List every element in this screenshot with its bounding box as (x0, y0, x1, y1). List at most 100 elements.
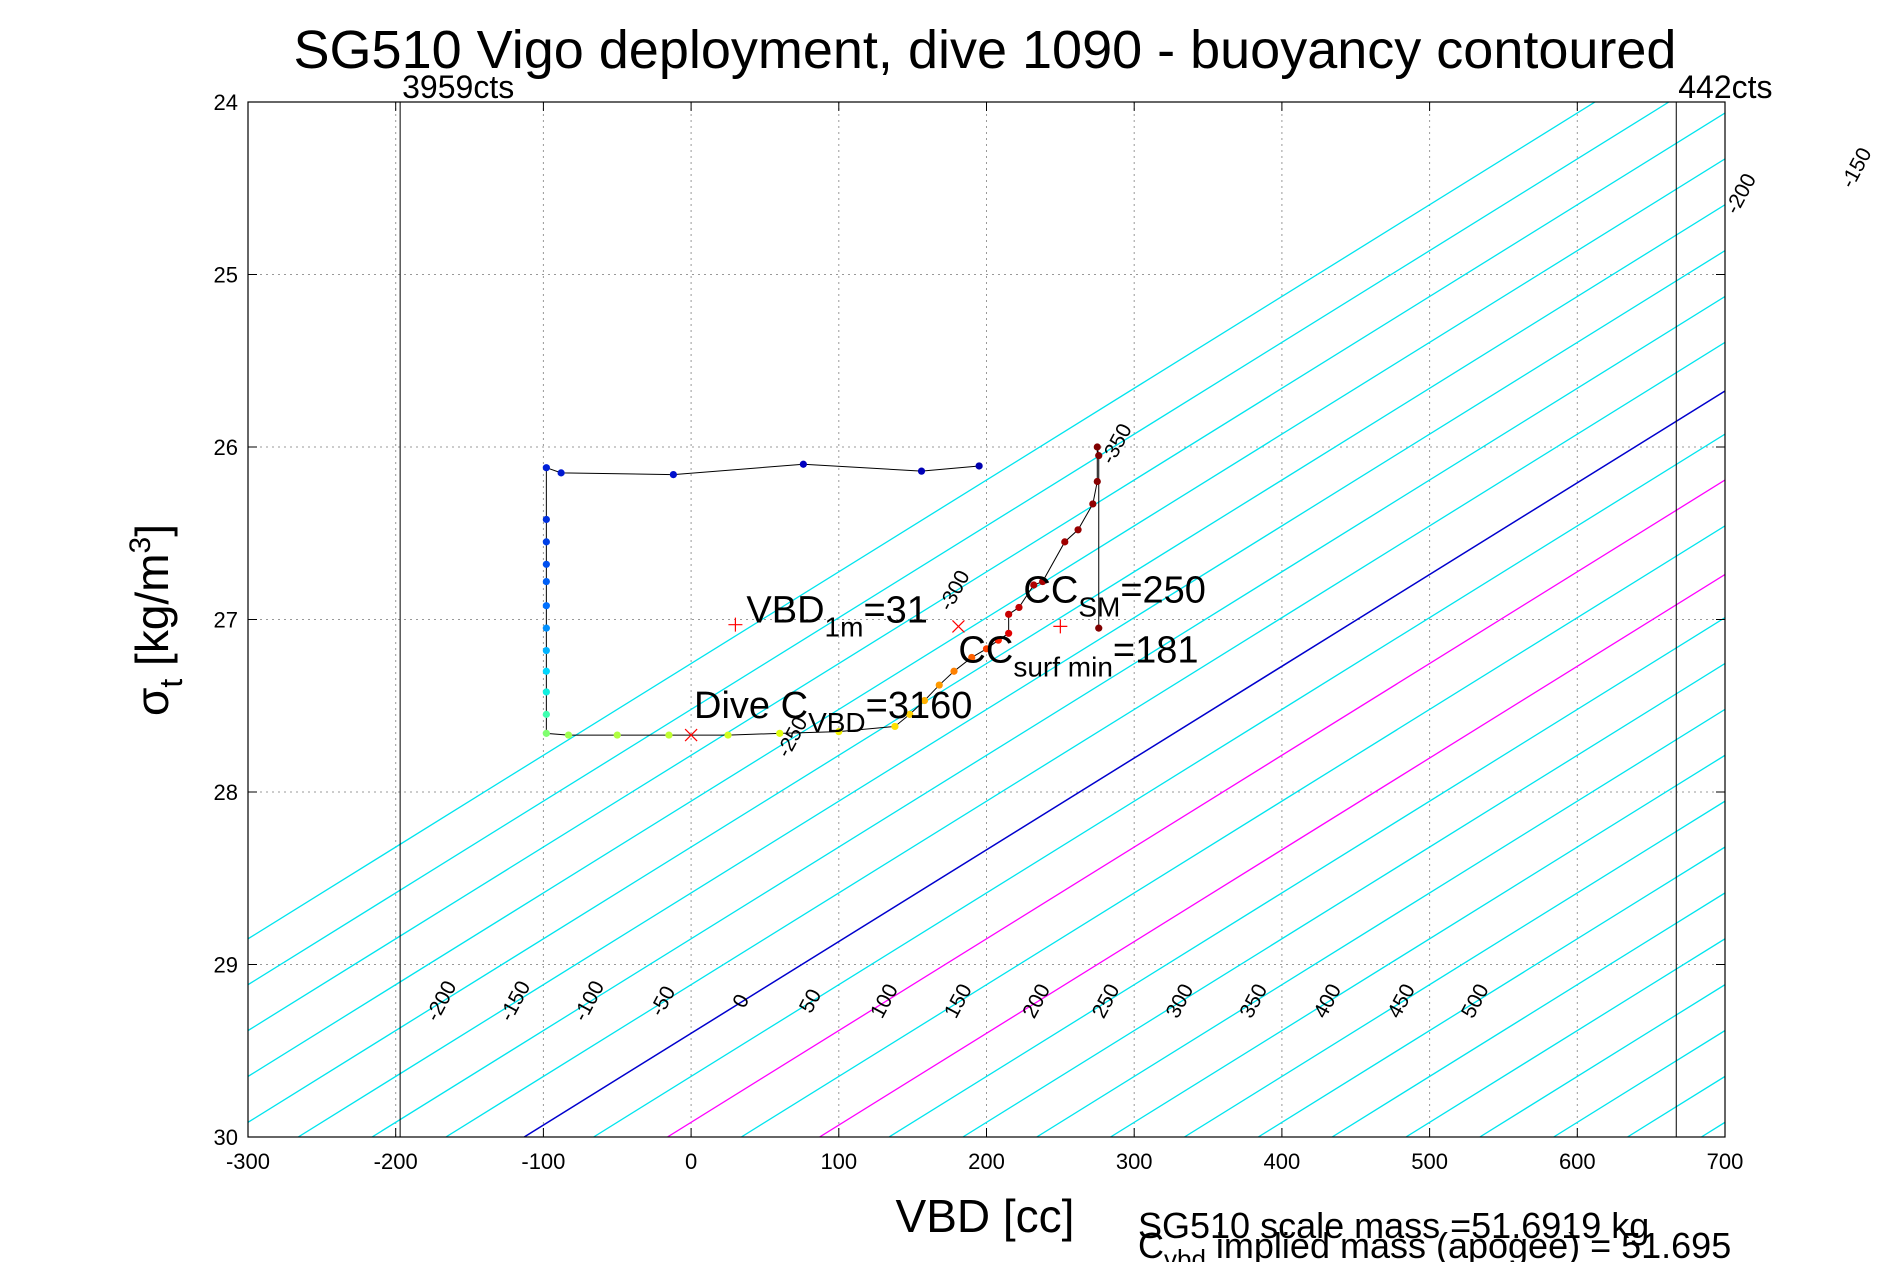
dive-point (1005, 629, 1013, 637)
x-tick-label: 0 (685, 1149, 697, 1174)
contour-line (248, 204, 1725, 1124)
annotation-cc-surf-min-sub: surf min (1013, 652, 1113, 683)
annotation-dive-cvbd-value: =3160 (866, 685, 973, 727)
dive-point (724, 731, 732, 739)
annotation-dive-cvbd-sub: VBD (808, 707, 866, 738)
contour-line (962, 662, 1725, 1137)
dive-point (835, 728, 843, 736)
y-tick-label: 30 (214, 1125, 238, 1150)
annotation-vbd-1m: VBD1m=31 (746, 590, 928, 643)
vbd-limit-label-right: 442cts (1678, 69, 1772, 105)
contour-line (248, 158, 1725, 1078)
x-tick-label: -100 (521, 1149, 565, 1174)
dive-point (1005, 610, 1013, 618)
contour-line (1331, 892, 1725, 1137)
dive-point (613, 731, 621, 739)
vbd-limit-lines: 3959cts 442cts (399, 69, 1773, 1137)
dive-point (1095, 452, 1103, 460)
dive-point (1015, 603, 1023, 612)
dive-path (542, 443, 1103, 739)
chart-title: SG510 Vigo deployment, dive 1090 - buoya… (294, 20, 1677, 80)
y-axis-label-sub: t (153, 679, 189, 688)
footer-implied-sub: vbd (1164, 1244, 1206, 1262)
contour-line (297, 249, 1725, 1137)
annotation-cc-surf-min: CCsurf min=181 (958, 630, 1198, 683)
x-tick-label: 400 (1264, 1149, 1301, 1174)
contour-line (1701, 1121, 1725, 1137)
dive-point (920, 696, 929, 705)
dive-point (665, 731, 673, 739)
footer-implied-mass: Cvbd implied mass (apogee) = 51.695 (1138, 1225, 1731, 1262)
footer-implied-rest: implied mass (apogee) = 51.695 (1206, 1225, 1731, 1262)
dive-point (799, 460, 807, 468)
dive-point (542, 577, 550, 586)
dive-point (891, 722, 899, 731)
footer-implied-base: C (1138, 1225, 1164, 1262)
x-tick-label: 100 (820, 1149, 857, 1174)
dive-point (975, 462, 983, 470)
dive-point (1074, 526, 1082, 534)
dive-point (1093, 443, 1101, 451)
y-axis-label-units: [kg/m (126, 553, 178, 678)
contour-label-top: -200 (1721, 170, 1761, 218)
contour-line (523, 390, 1725, 1137)
dive-point (982, 645, 991, 653)
dive-point (1089, 500, 1097, 508)
x-tick-label: -300 (226, 1149, 270, 1174)
annotation-vbd-1m-sub: 1m (825, 612, 864, 643)
y-tick-label: 25 (214, 263, 238, 288)
contour-line (445, 341, 1725, 1137)
x-tick-label: 200 (968, 1149, 1005, 1174)
dive-point (1093, 477, 1101, 486)
annotation-vbd-1m-value: =31 (863, 590, 927, 632)
annotation-dive-cvbd-base: Dive C (694, 685, 808, 727)
dive-point (542, 515, 550, 524)
dive-point (542, 464, 550, 472)
contour-line (248, 102, 1670, 986)
dive-point (542, 538, 550, 546)
contour-line (667, 479, 1725, 1137)
contour-line (1110, 754, 1725, 1137)
dive-point (542, 688, 550, 696)
annotation-dive-cvbd: Dive CVBD=3160 (694, 685, 972, 738)
dive-point (542, 729, 550, 737)
y-tick-label: 27 (214, 608, 238, 633)
dive-point (1030, 581, 1038, 589)
dive-point (906, 710, 914, 718)
annotation-cc-surf-min-base: CC (958, 630, 1013, 672)
vbd-limit-label-left: 3959cts (402, 69, 514, 105)
dive-point (542, 710, 550, 718)
contour-line (371, 295, 1725, 1137)
contour-line (248, 102, 1596, 940)
annotation-marker (1053, 619, 1068, 634)
dive-point (542, 667, 550, 675)
dive-point (542, 646, 550, 655)
dive-point (1039, 577, 1047, 586)
dive-cvbd-marker (684, 728, 698, 742)
dive-point (917, 467, 926, 475)
y-axis-label-main: σ (126, 688, 178, 716)
axis-ticks: -300 -200 -100 0 100 200 300 400 500 600 700 24 25 26… (214, 90, 1744, 1174)
annotation-cc-sm-sub: SM (1078, 591, 1120, 622)
y-axis-label-units-close: ] (126, 524, 178, 537)
x-tick-label: 500 (1411, 1149, 1448, 1174)
cc-surf-marker (952, 619, 965, 633)
dive-point (542, 560, 550, 568)
contour-label-top: -150 (1836, 144, 1876, 192)
dive-point (564, 731, 573, 739)
x-tick-label: -200 (374, 1149, 418, 1174)
y-axis-label-units-sup: 3 (124, 537, 157, 554)
contour-line (1405, 938, 1725, 1137)
y-axis-label: σt [kg/m3] (124, 524, 189, 716)
annotation-marker (728, 617, 743, 632)
dive-point (557, 469, 565, 477)
contour-line (1036, 708, 1725, 1137)
dive-point (994, 636, 1002, 644)
contour-line (819, 573, 1725, 1137)
contour-line (248, 112, 1725, 1032)
dive-point (542, 624, 550, 632)
dive-point (776, 729, 784, 737)
x-tick-label: 600 (1559, 1149, 1596, 1174)
